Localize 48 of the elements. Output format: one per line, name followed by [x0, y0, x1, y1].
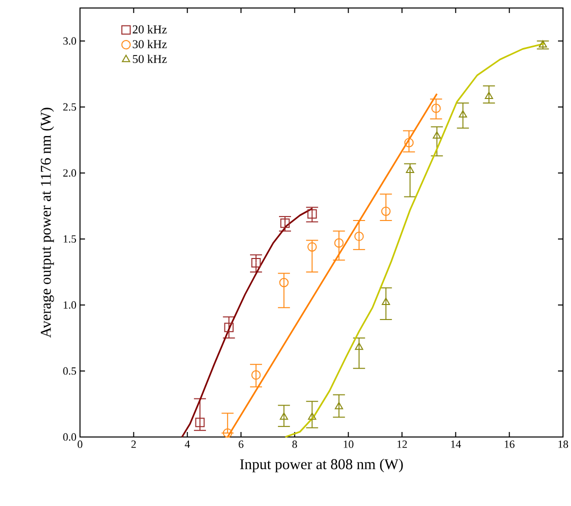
x-tick-label: 10	[344, 440, 354, 448]
x-tick-label: 6	[238, 440, 244, 448]
x-tick-label: 2	[131, 440, 136, 448]
y-axis-title: Average output power at 1176 nm (W)	[40, 108, 54, 338]
point	[307, 209, 317, 219]
point	[280, 412, 288, 420]
x-tick-label: 14	[451, 440, 461, 448]
y-tick-label: 1.0	[64, 301, 76, 309]
y-tick-label: 3.0	[63, 37, 76, 45]
point	[458, 110, 468, 118]
point	[404, 138, 414, 148]
x-tick-label: 0	[78, 440, 82, 448]
point	[195, 418, 205, 428]
y-tick-label: 0.5	[63, 367, 76, 375]
legend-label: 30 kHz	[132, 40, 167, 48]
x-tick-label: 12	[397, 440, 407, 448]
point	[354, 232, 364, 242]
point	[334, 402, 344, 410]
y-tick-label: 2.5	[63, 103, 76, 111]
point	[251, 370, 261, 380]
x-tick-label: 18	[558, 440, 568, 448]
point	[334, 238, 344, 248]
x-tick-label: 4	[184, 440, 190, 448]
line-series	[284, 42, 546, 438]
point	[222, 428, 232, 438]
point	[538, 40, 548, 48]
point	[307, 242, 317, 252]
point	[308, 412, 316, 420]
point	[280, 218, 290, 228]
x-axis-title: Input power at 808 nm (W)	[240, 458, 403, 472]
point	[406, 166, 414, 173]
legend-label: 20 kHz	[132, 25, 167, 34]
x-tick-label: 16	[504, 440, 514, 448]
point	[251, 258, 261, 268]
point	[382, 298, 390, 305]
point	[484, 92, 494, 100]
point	[381, 206, 391, 216]
point	[354, 342, 364, 350]
y-tick-label: 0.0	[63, 433, 76, 441]
legend-label: 50 kHz	[132, 54, 167, 63]
point	[279, 278, 289, 288]
line-series	[181, 208, 313, 438]
x-tick-label: 8	[292, 440, 297, 448]
y-tick-label: 1.5	[64, 235, 76, 243]
point	[224, 322, 234, 332]
y-tick-label: 2.0	[63, 169, 76, 177]
point	[432, 131, 442, 139]
point	[431, 104, 441, 114]
